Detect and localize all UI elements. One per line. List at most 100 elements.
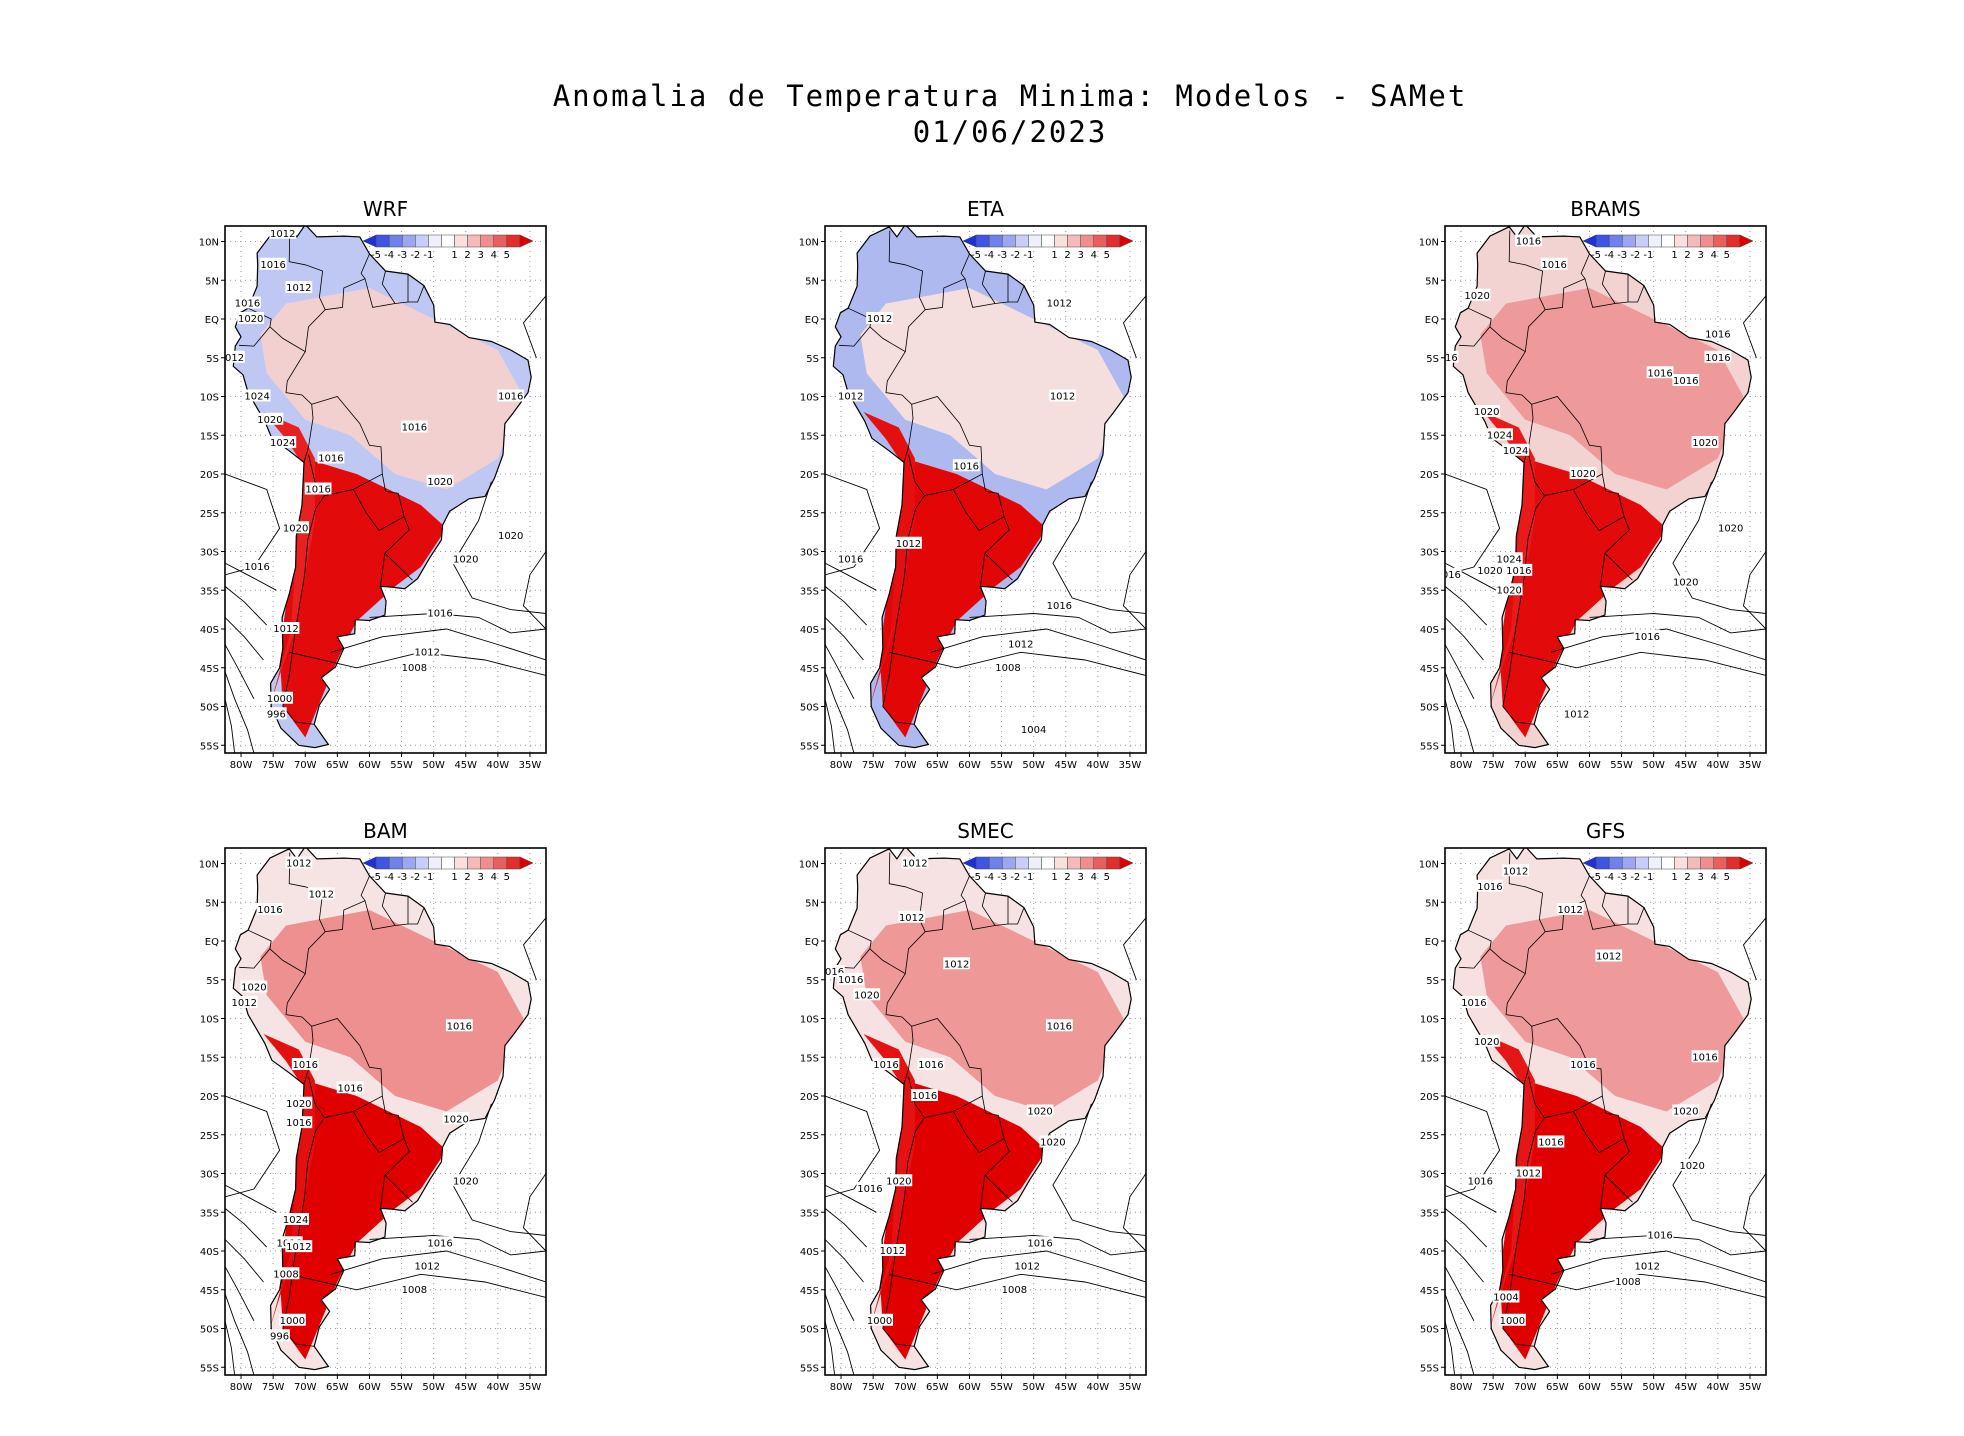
contour-label-bg bbox=[307, 887, 335, 900]
map-panel-brams: BRAMS 1016 1016 1020 1016 1016 1016 1016 1016 102… bbox=[1410, 196, 1770, 796]
contour-label-bg bbox=[872, 1058, 900, 1070]
contour-label-bg bbox=[269, 436, 297, 448]
contour-label-bg bbox=[1026, 1104, 1054, 1117]
lon-tick-label: 55W bbox=[990, 1382, 1013, 1393]
lon-tick-label: 75W bbox=[862, 760, 885, 771]
contour-label-bg bbox=[243, 560, 271, 572]
contour-label-bg bbox=[497, 389, 525, 402]
contour-label-bg bbox=[1000, 1282, 1028, 1295]
colorbar-swatch bbox=[415, 856, 429, 870]
lat-tick-label: 15S bbox=[200, 1053, 219, 1064]
contour-label-bg bbox=[1717, 521, 1745, 534]
contour-label: 1016 bbox=[1538, 1138, 1563, 1149]
lat-tick-label: 5N bbox=[805, 276, 819, 287]
colorbar-swatch bbox=[1028, 234, 1042, 248]
lat-tick-label: 5N bbox=[1425, 276, 1439, 287]
contour-label-bg bbox=[452, 552, 480, 565]
lon-tick-label: 40W bbox=[1707, 1382, 1730, 1393]
lat-tick-label: 50S bbox=[1420, 703, 1439, 714]
isobar-line bbox=[225, 617, 264, 661]
isobar-line bbox=[1445, 698, 1456, 753]
contour-label: 1012 bbox=[286, 283, 311, 294]
lat-tick-label: 25S bbox=[200, 1131, 219, 1142]
border-line bbox=[353, 473, 405, 532]
isobar-line bbox=[330, 628, 546, 661]
contour-label: 1016 bbox=[1047, 601, 1072, 612]
lon-tick-label: 65W bbox=[326, 760, 349, 771]
contour-label-bg bbox=[1026, 1236, 1054, 1249]
contour-label: 1000 bbox=[267, 694, 292, 705]
colorbar-label: -5 bbox=[371, 250, 381, 261]
colorbar-label: -1 bbox=[423, 250, 433, 261]
isobar-line bbox=[1122, 295, 1146, 358]
colorbar-label: 3 bbox=[1698, 250, 1704, 261]
lat-tick-label: 25S bbox=[1420, 1131, 1439, 1142]
contour-label-bg bbox=[1691, 436, 1719, 448]
colorbar-label: 3 bbox=[1698, 872, 1704, 883]
isobar-line bbox=[225, 671, 255, 753]
contour-label: 1016 bbox=[819, 967, 844, 978]
contour-label-bg bbox=[879, 1244, 906, 1256]
colorbar-label: 2 bbox=[1064, 872, 1070, 883]
isobar-line bbox=[225, 1266, 255, 1322]
colorbar-label: 5 bbox=[1724, 250, 1730, 261]
contour-label: 1012 bbox=[415, 647, 440, 658]
isobar-line bbox=[1445, 644, 1475, 700]
lon-tick-label: 80W bbox=[230, 1382, 253, 1393]
colorbar-swatch bbox=[1067, 856, 1081, 870]
contour-label: 1012 bbox=[944, 959, 969, 970]
contour-label-bg bbox=[452, 1174, 480, 1187]
lon-tick-label: 45W bbox=[454, 1382, 477, 1393]
axis-ticks bbox=[221, 863, 531, 1379]
colorbar-swatch bbox=[1687, 856, 1701, 870]
contour-label: 1016 bbox=[1692, 1052, 1717, 1063]
isobar-line bbox=[1743, 1173, 1766, 1252]
contour-label: 1016 bbox=[1506, 566, 1531, 577]
lat-tick-label: 45S bbox=[200, 1286, 219, 1297]
contour-label-bg bbox=[230, 996, 258, 1008]
lon-tick-label: 75W bbox=[262, 1382, 285, 1393]
colorbar-swatch bbox=[493, 234, 508, 248]
contour-label-bg bbox=[1672, 374, 1700, 386]
colorbar: -5 -4 -3 -2 -1 1 2 3 4 5 bbox=[1582, 234, 1754, 261]
contour-label-bg bbox=[853, 988, 881, 1001]
contour-label: 1012 bbox=[867, 314, 892, 325]
lat-tick-label: 45S bbox=[800, 1286, 819, 1297]
contour-label: 1012 bbox=[309, 890, 334, 901]
colorbar-swatch bbox=[1054, 856, 1068, 870]
contour-label-bg bbox=[237, 312, 265, 324]
anomaly-fill-central bbox=[260, 910, 524, 1112]
border-line bbox=[1545, 253, 1590, 311]
colorbar-swatch bbox=[1621, 856, 1636, 870]
colorbar-label: -1 bbox=[1023, 872, 1033, 883]
lat-tick-label: 10S bbox=[1420, 1015, 1439, 1026]
border-line bbox=[269, 326, 314, 463]
contour-label: 1016 bbox=[1705, 330, 1730, 341]
border-line bbox=[888, 852, 923, 894]
contour-label-bg bbox=[1515, 1166, 1542, 1179]
colorbar-label: -3 bbox=[997, 250, 1007, 261]
isobar-line bbox=[825, 644, 855, 700]
lat-tick-label: 20S bbox=[200, 470, 219, 481]
colorbar-swatch bbox=[375, 234, 390, 248]
contour-label: 1012 bbox=[219, 353, 244, 364]
lat-tick-label: 10S bbox=[800, 1015, 819, 1026]
colorbar-swatch bbox=[388, 234, 403, 248]
colorbar-label: 5 bbox=[504, 872, 510, 883]
colorbar-label: -5 bbox=[971, 250, 981, 261]
contour-label: 1020 bbox=[1474, 407, 1499, 418]
contour-label: 1016 bbox=[1647, 1231, 1672, 1242]
isobar-line bbox=[825, 1239, 864, 1283]
anomaly-fill-south bbox=[279, 1080, 447, 1360]
contour-label: 1020 bbox=[257, 415, 282, 426]
colorbar-swatch bbox=[1661, 856, 1675, 870]
lat-tick-label: 5S bbox=[806, 354, 819, 365]
border-line bbox=[953, 473, 1005, 532]
contour-label-bg bbox=[400, 660, 428, 673]
lat-tick-label: 25S bbox=[800, 509, 819, 520]
contour-label-bg bbox=[1569, 1058, 1597, 1070]
lon-tick-label: 65W bbox=[926, 760, 949, 771]
colorbar-swatch bbox=[480, 856, 495, 870]
contour-label: 1016 bbox=[1647, 368, 1672, 379]
contour-label: 1020 bbox=[1673, 578, 1698, 589]
